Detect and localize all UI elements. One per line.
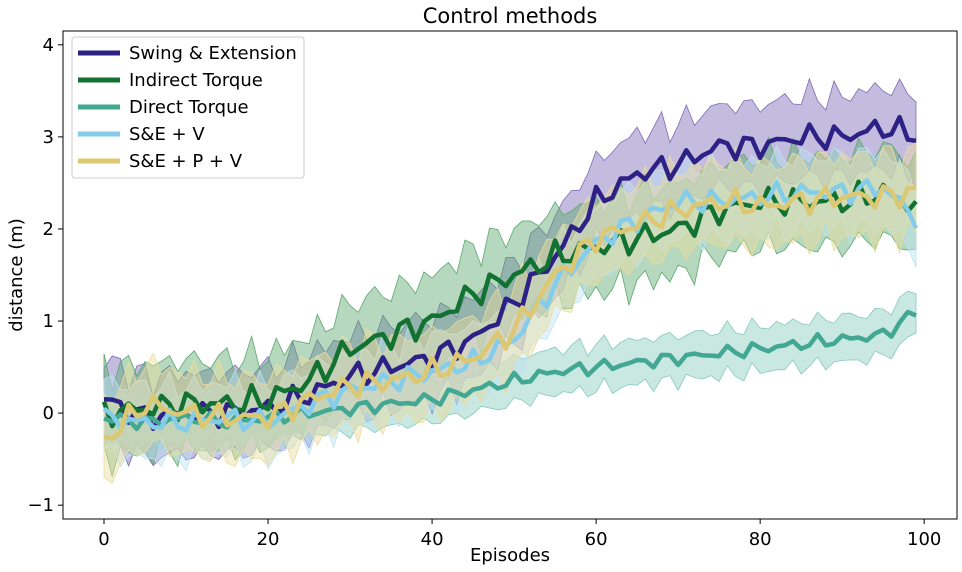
y-axis-label: distance (m) [6,218,27,332]
band-series-4 [103,141,917,484]
legend-box [71,36,305,179]
plot-frame [62,30,958,520]
chart-title: Control methods [423,4,598,28]
x-tick-label: 80 [749,529,772,550]
x-tick-label: 0 [98,529,109,550]
line-series-1 [101,179,918,429]
line-series-0 [103,114,917,432]
legend-label: S&E + P + V [129,151,243,172]
x-tick-label: 20 [257,529,280,550]
legend-label: Indirect Torque [129,70,263,91]
y-axis-ticks: −1 0 1 2 3 4 [27,35,63,516]
band-series-3 [103,145,917,472]
legend-label: Swing & Extension [129,43,297,64]
y-tick-label: 1 [43,311,54,332]
y-tick-label: 4 [43,35,54,56]
x-tick-label: 100 [907,529,941,550]
x-axis-ticks: 0 20 40 60 80 100 [98,519,941,550]
line-series-4 [103,184,917,441]
x-tick-label: 40 [421,529,444,550]
legend-label: Direct Torque [129,97,249,118]
series-lines [101,114,919,441]
x-axis-label: Episodes [470,545,550,566]
x-tick-label: 60 [585,529,608,550]
y-tick-label: 3 [43,127,54,148]
y-tick-label: −1 [27,495,54,516]
legend-label: S&E + V [129,124,205,145]
y-tick-label: 0 [43,403,54,424]
legend: Swing & Extension Indirect Torque Direct T… [71,36,305,179]
y-tick-label: 2 [43,219,54,240]
